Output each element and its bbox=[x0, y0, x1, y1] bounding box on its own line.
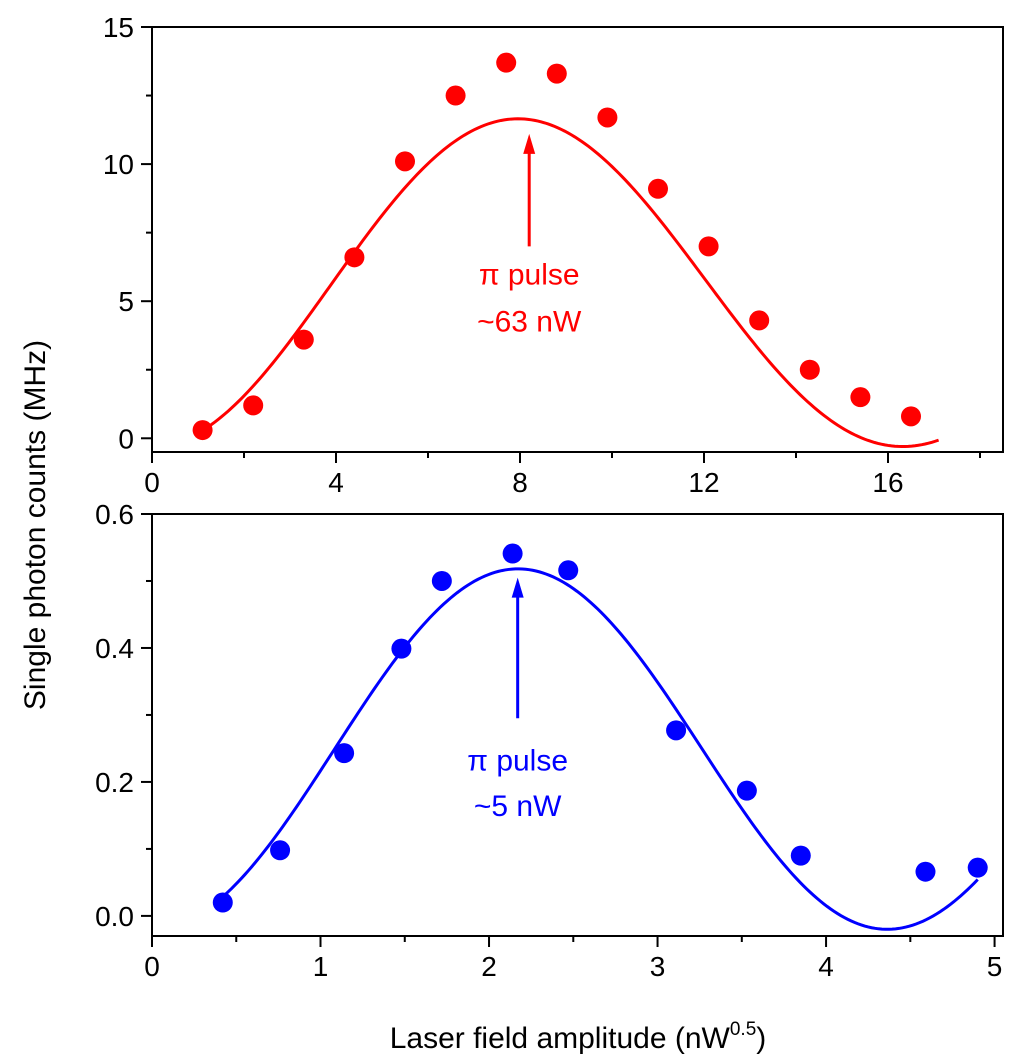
arrow-head bbox=[523, 133, 536, 154]
data-point bbox=[391, 638, 412, 659]
data-point bbox=[799, 359, 820, 380]
data-point bbox=[395, 151, 415, 172]
data-point bbox=[850, 387, 871, 408]
x-tick-label: 16 bbox=[872, 467, 903, 498]
data-point bbox=[270, 840, 291, 861]
data-point bbox=[546, 63, 567, 84]
fit-curve bbox=[223, 567, 979, 931]
y-tick-label: 0.6 bbox=[95, 499, 134, 530]
data-point bbox=[648, 178, 668, 199]
data-point bbox=[344, 247, 365, 268]
y-tick-label: 0.0 bbox=[95, 901, 134, 932]
data-point bbox=[293, 329, 314, 350]
annotation-line-1: π pulse bbox=[467, 745, 568, 778]
annotation-line-2: ~63 nW bbox=[477, 305, 582, 338]
y-axis-title: Single photon counts (MHz) bbox=[19, 340, 52, 710]
x-axis-title-sup: 0.5 bbox=[730, 1019, 756, 1040]
data-point bbox=[666, 720, 687, 741]
data-point bbox=[736, 780, 757, 801]
bottom-panel: 0 1 2 3 4 5 0.0 0.2 0.4 0.6 π pulse ~5 nW bbox=[95, 499, 1004, 982]
data-point bbox=[749, 310, 770, 331]
x-tick-label: 4 bbox=[818, 951, 834, 982]
data-point bbox=[445, 85, 466, 106]
x-tick-label: 12 bbox=[688, 467, 719, 498]
data-point bbox=[243, 395, 264, 416]
plot-frame bbox=[151, 513, 1004, 937]
y-tick-label: 10 bbox=[103, 149, 134, 180]
arrow-head bbox=[511, 577, 524, 598]
data-point bbox=[790, 845, 811, 866]
top-panel: 0 4 8 12 16 0 5 10 15 π pulse ~63 nW bbox=[103, 12, 1004, 498]
x-tick-label: 5 bbox=[987, 951, 1003, 982]
data-point bbox=[915, 861, 936, 882]
y-tick-label: 0.4 bbox=[95, 633, 134, 664]
data-point bbox=[901, 406, 921, 427]
x-tick-label: 0 bbox=[144, 951, 160, 982]
x-tick-label: 8 bbox=[512, 467, 528, 498]
data-point bbox=[597, 107, 618, 128]
data-point bbox=[967, 857, 988, 878]
annotation-line-1: π pulse bbox=[479, 259, 580, 292]
y-tick-label: 0.2 bbox=[95, 767, 134, 798]
x-tick-label: 3 bbox=[650, 951, 666, 982]
annotation-line-2: ~5 nW bbox=[474, 790, 562, 823]
data-point bbox=[698, 236, 719, 257]
x-axis-title-tail: ) bbox=[756, 1022, 766, 1055]
fit-curve bbox=[197, 117, 940, 449]
plot-frame bbox=[151, 26, 1004, 453]
x-axis-title: Laser field amplitude (nW0.5) bbox=[390, 1019, 767, 1055]
x-tick-label: 2 bbox=[481, 951, 497, 982]
x-axis-title-main: Laser field amplitude (nW bbox=[390, 1022, 731, 1055]
x-tick-label: 4 bbox=[328, 467, 344, 498]
y-tick-label: 15 bbox=[103, 12, 134, 43]
y-tick-label: 5 bbox=[118, 286, 134, 317]
data-point bbox=[496, 52, 517, 73]
data-point bbox=[212, 892, 233, 913]
y-tick-label: 0 bbox=[118, 423, 134, 454]
data-point bbox=[558, 560, 579, 581]
x-tick-label: 1 bbox=[313, 951, 329, 982]
data-point bbox=[431, 570, 452, 591]
data-point bbox=[334, 743, 355, 764]
x-tick-label: 0 bbox=[144, 467, 160, 498]
data-point bbox=[192, 420, 213, 441]
data-point bbox=[502, 543, 523, 564]
